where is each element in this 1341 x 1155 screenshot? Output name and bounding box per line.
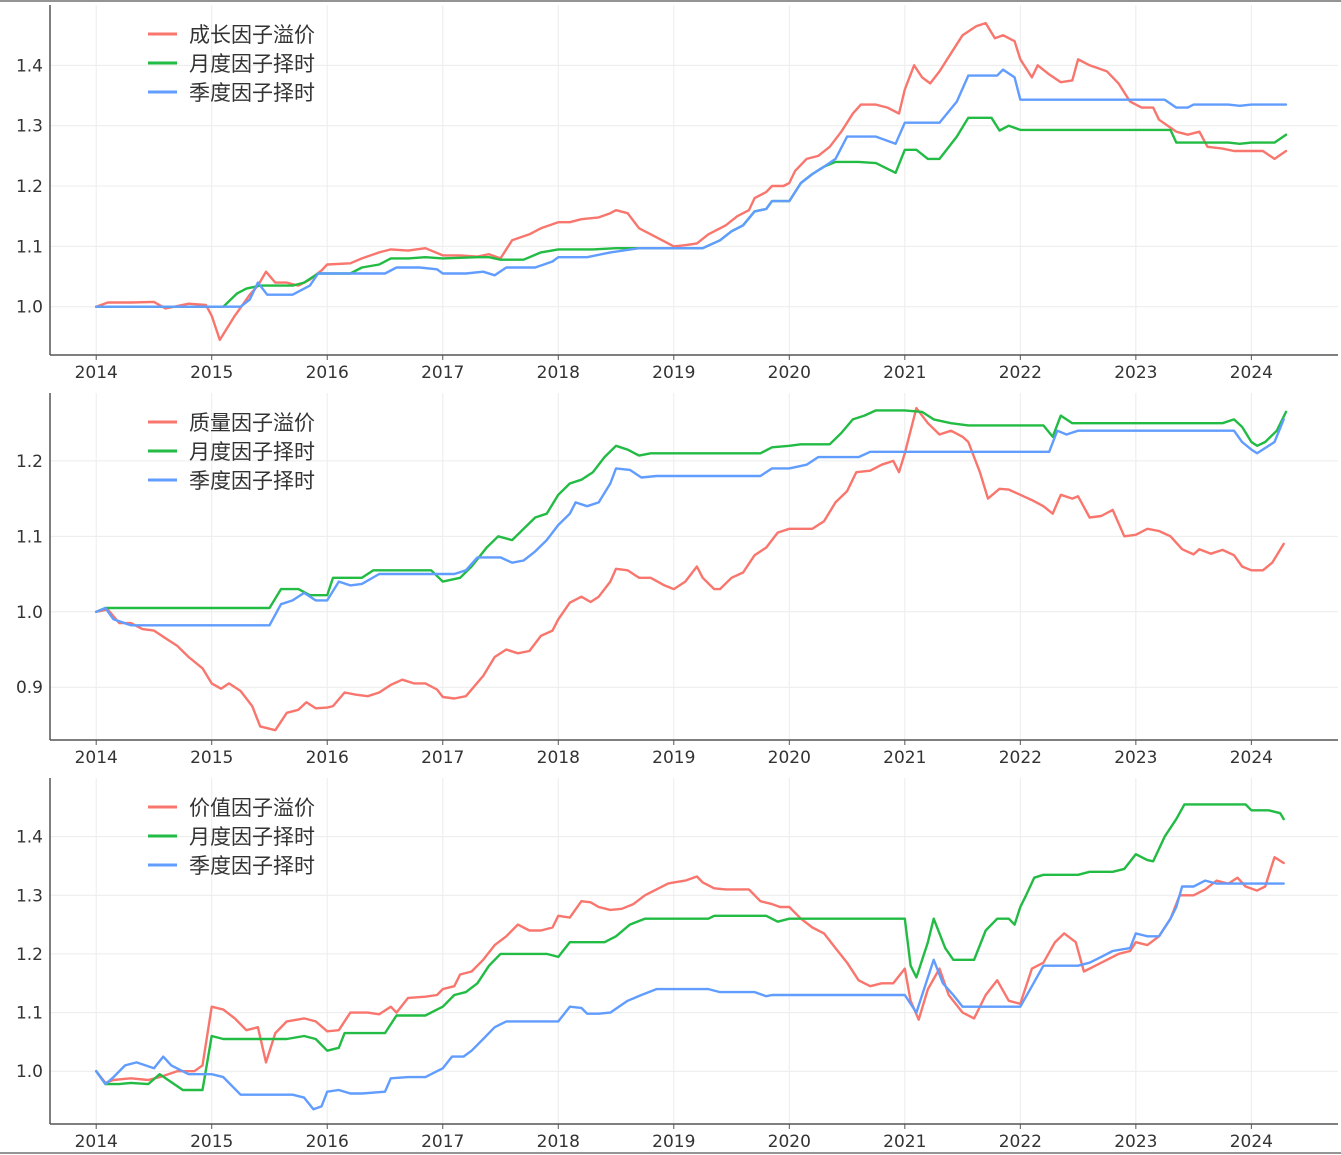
legend-label-monthly: 月度因子择时: [189, 825, 315, 849]
value-factor-panel: 1.0 1.1 1.2 1.3 1.4 2014 2015 2016 2017 2018 2019 2…: [16, 778, 1338, 1152]
x-tick-label: 2021: [883, 363, 926, 383]
legend-label-monthly: 月度因子择时: [189, 440, 315, 464]
x-tick-label: 2018: [537, 748, 580, 768]
legend-label-premium: 价值因子溢价: [189, 796, 315, 820]
legend-label-quarterly: 季度因子择时: [189, 469, 315, 493]
y-tick-label: 1.1: [16, 1004, 43, 1024]
quality-factor-panel: 0.9 1.0 1.1 1.2 2014 2015 2016 2017 2018 2019 2020…: [16, 393, 1338, 768]
x-tick-label: 2016: [306, 1132, 349, 1152]
series-line-premium: [95, 856, 1285, 1085]
x-tick-label: 2021: [883, 748, 926, 768]
x-tick-label: 2018: [537, 363, 580, 383]
series-line-quarterly: [95, 879, 1285, 1111]
y-tick-label: 1.0: [16, 1062, 43, 1082]
x-tick-label: 2024: [1230, 748, 1273, 768]
x-tick-label: 2022: [999, 363, 1042, 383]
x-tick-label: 2020: [768, 748, 811, 768]
growth-factor-panel: 1.0 1.1 1.2 1.3 1.4 2014 2015 2016 2017 2018 2019 2…: [16, 5, 1338, 383]
x-tick-label: 2024: [1230, 363, 1273, 383]
x-tick-label: 2020: [768, 363, 811, 383]
series-line-quarterly: [95, 418, 1285, 627]
x-tick-label: 2022: [999, 748, 1042, 768]
legend-label-quarterly: 季度因子择时: [189, 81, 315, 105]
x-tick-label: 2016: [306, 363, 349, 383]
y-tick-label: 1.4: [16, 828, 43, 848]
legend-label-monthly: 月度因子择时: [189, 52, 315, 76]
legend-label-premium: 成长因子溢价: [189, 23, 315, 47]
x-tick-label: 2023: [1114, 1132, 1157, 1152]
legend-label-quarterly: 季度因子择时: [189, 854, 315, 878]
x-tick-label: 2017: [421, 748, 464, 768]
x-tick-label: 2022: [999, 1132, 1042, 1152]
y-tick-label: 1.2: [16, 177, 43, 197]
x-tick-label: 2024: [1230, 1132, 1273, 1152]
y-tick-label: 1.1: [16, 527, 43, 547]
x-tick-label: 2023: [1114, 363, 1157, 383]
legend-label-premium: 质量因子溢价: [189, 411, 315, 435]
series-line-monthly: [95, 803, 1285, 1092]
x-tick-label: 2020: [768, 1132, 811, 1152]
y-tick-label: 1.1: [16, 237, 43, 257]
x-tick-label: 2017: [421, 1132, 464, 1152]
y-tick-label: 1.2: [16, 945, 43, 965]
x-tick-label: 2014: [75, 748, 118, 768]
series-line-monthly: [95, 409, 1288, 613]
y-tick-label: 1.2: [16, 452, 43, 472]
x-tick-label: 2019: [652, 363, 695, 383]
y-tick-label: 1.3: [16, 886, 43, 906]
y-tick-label: 0.9: [16, 678, 43, 698]
x-tick-label: 2016: [306, 748, 349, 768]
x-tick-label: 2014: [75, 1132, 118, 1152]
x-tick-label: 2015: [190, 363, 233, 383]
x-tick-label: 2015: [190, 1132, 233, 1152]
series-line-quarterly: [95, 68, 1288, 308]
x-tick-label: 2015: [190, 748, 233, 768]
y-tick-label: 1.4: [16, 56, 43, 76]
series-line-monthly: [95, 116, 1288, 308]
x-tick-label: 2014: [75, 363, 118, 383]
x-tick-label: 2019: [652, 1132, 695, 1152]
x-tick-label: 2017: [421, 363, 464, 383]
y-tick-label: 1.0: [16, 603, 43, 623]
x-tick-label: 2021: [883, 1132, 926, 1152]
x-tick-label: 2018: [537, 1132, 580, 1152]
series-line-premium: [95, 406, 1285, 732]
y-tick-label: 1.3: [16, 117, 43, 137]
x-tick-label: 2019: [652, 748, 695, 768]
x-tick-label: 2023: [1114, 748, 1157, 768]
y-tick-label: 1.0: [16, 298, 43, 318]
